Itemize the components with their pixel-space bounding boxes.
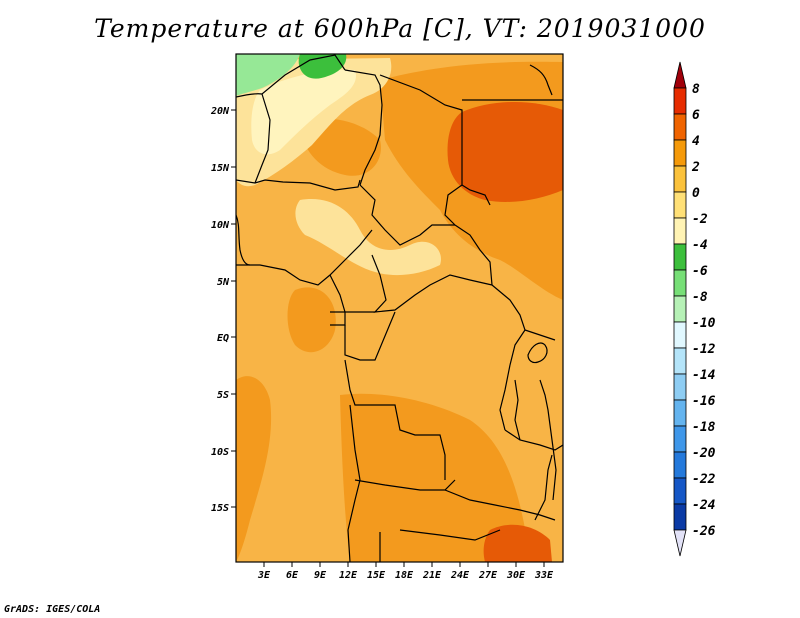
- lat-label: 15S: [211, 503, 229, 514]
- lon-label: 6E: [286, 570, 299, 581]
- temperature-field: [236, 54, 563, 562]
- lon-label: 15E: [367, 570, 386, 581]
- colorbar-segment: [673, 243, 687, 271]
- cool-core-northwest: [251, 69, 356, 155]
- lon-label: 18E: [395, 570, 414, 581]
- warm-region-south: [340, 393, 530, 562]
- colorbar-label: -8: [692, 290, 708, 305]
- colorbar-label: 2: [691, 160, 700, 175]
- lon-label: 12E: [339, 570, 358, 581]
- map-frame: [235, 53, 564, 563]
- colorbar-segment: [673, 217, 687, 245]
- longitude-axis: 3E 6E 9E 12E 15E 18E 21E 24E 27E 30E 33E: [257, 562, 554, 581]
- colorbar-label: -20: [692, 446, 716, 461]
- lat-label: 20N: [210, 106, 230, 117]
- colorbar-segment: [673, 87, 687, 115]
- cold-region-northwest: [236, 54, 300, 96]
- lon-label: 33E: [534, 570, 554, 581]
- lat-label: EQ: [217, 333, 229, 344]
- colorbar-segment: [673, 477, 687, 505]
- colorbar-segment: [673, 425, 687, 453]
- lon-label: 27E: [478, 570, 498, 581]
- colorbar-label: 6: [692, 108, 700, 123]
- colorbar-segment: [673, 269, 687, 297]
- colorbar-label: -12: [692, 342, 716, 357]
- colorbar-segment: [673, 321, 687, 349]
- colorbar-label: -6: [692, 264, 708, 279]
- colorbar-label: -14: [692, 368, 716, 383]
- lon-label: 21E: [422, 570, 442, 581]
- colorbar-label: 0: [692, 186, 700, 201]
- lat-label: 10N: [211, 220, 230, 231]
- colorbar-label: 8: [692, 82, 700, 97]
- colorbar-label: -18: [692, 420, 716, 435]
- colorbar-label: 4: [692, 134, 700, 149]
- lat-label: 5S: [217, 390, 229, 401]
- colorbar-segment: [673, 347, 687, 375]
- colorbar-label: -26: [692, 524, 716, 539]
- warm-region-center: [287, 287, 336, 353]
- colorbar: 8 6 4 2 0 -2 -4 -6 -8 -10 -12 -14 -16 -1…: [673, 61, 716, 557]
- hot-region-southeast: [483, 524, 552, 562]
- colorbar-label: -24: [692, 498, 716, 513]
- grads-credit: GrADS: IGES/COLA: [4, 604, 101, 615]
- colorbar-label: -4: [692, 238, 708, 253]
- colorbar-segment: [673, 503, 687, 531]
- colorbar-segment: [673, 399, 687, 427]
- colorbar-bottom-arrow: [673, 529, 687, 557]
- colorbar-segment: [673, 373, 687, 401]
- lon-label: 30E: [506, 570, 526, 581]
- lat-label: 15N: [211, 163, 230, 174]
- map-title: Temperature at 600hPa [C], VT: 201903100…: [94, 14, 706, 43]
- colorbar-top-arrow: [673, 61, 687, 89]
- lat-label: 5N: [217, 277, 230, 288]
- lon-label: 3E: [257, 570, 271, 581]
- colorbar-label: -16: [692, 394, 716, 409]
- lat-label: 10S: [211, 447, 229, 458]
- country-boundaries: [236, 54, 563, 562]
- colorbar-segment: [673, 295, 687, 323]
- colorbar-segment: [673, 139, 687, 167]
- latitude-axis: 20N 15N 10N 5N EQ 5S 10S 15S: [210, 106, 236, 514]
- colorbar-label: -10: [692, 316, 716, 331]
- hot-region-sudan: [447, 101, 563, 202]
- cool-band-central: [295, 199, 441, 276]
- colorbar-label: -22: [692, 472, 716, 487]
- colorbar-label: -2: [692, 212, 708, 227]
- colorbar-segment: [673, 165, 687, 193]
- colorbar-segment: [673, 191, 687, 219]
- warm-region-west: [236, 376, 272, 562]
- lon-label: 24E: [450, 570, 470, 581]
- colorbar-segment: [673, 113, 687, 141]
- lon-label: 9E: [314, 570, 327, 581]
- colorbar-segment: [673, 451, 687, 479]
